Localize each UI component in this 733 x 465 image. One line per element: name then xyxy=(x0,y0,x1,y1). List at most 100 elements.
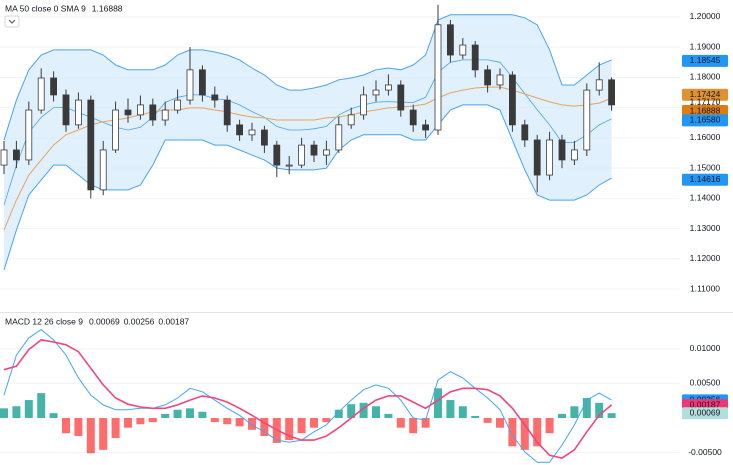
candle-body xyxy=(409,109,417,126)
candle-body xyxy=(273,144,281,166)
legend-value: 1.16888 xyxy=(92,3,123,13)
legend-title: MACD 12 26 close 9 xyxy=(5,316,83,326)
y-tick-label: 1.11000 xyxy=(690,283,720,293)
candle-body xyxy=(459,44,467,56)
candle-body xyxy=(322,149,330,156)
candle-body xyxy=(558,139,566,161)
candle-body xyxy=(99,149,107,191)
histogram-bar xyxy=(210,418,219,423)
candle-body xyxy=(136,104,144,116)
candle-body xyxy=(446,24,454,56)
histogram-bar xyxy=(111,418,120,439)
histogram-bar xyxy=(0,408,8,419)
candle-body xyxy=(211,94,219,101)
histogram-bar xyxy=(310,418,318,428)
y-tick-label: 1.18000 xyxy=(690,72,721,82)
price-label: 0.00069 xyxy=(690,408,721,418)
histogram-bar xyxy=(347,404,356,419)
price-label-box xyxy=(682,173,728,186)
histogram-bar xyxy=(136,418,145,425)
y-tick-label: 1.16000 xyxy=(690,132,721,142)
histogram-bar xyxy=(421,418,430,428)
histogram-bar xyxy=(570,406,579,419)
y-tick-label: 1.19000 xyxy=(690,41,721,51)
candle-body xyxy=(112,109,119,151)
y-tick-label: 0.01000 xyxy=(690,343,721,353)
histogram-bar xyxy=(508,418,517,447)
candle-body xyxy=(186,69,194,101)
candle-body xyxy=(236,124,244,136)
histogram-bar xyxy=(37,393,46,419)
price-label: 0.00187 xyxy=(690,399,721,409)
candle-body xyxy=(12,149,20,161)
candle-body xyxy=(87,99,95,191)
histogram-bar xyxy=(483,418,492,423)
histogram-bar xyxy=(248,418,256,430)
candle-body xyxy=(397,84,405,111)
candle-body xyxy=(422,124,430,131)
histogram-bar xyxy=(384,413,393,419)
price-label: 1.17424 xyxy=(690,89,721,99)
histogram-bar xyxy=(434,388,442,419)
band-fill xyxy=(4,14,612,270)
price-label-box xyxy=(682,54,728,67)
candle-body xyxy=(174,99,182,111)
y-tick-label: 1.14000 xyxy=(690,193,721,203)
price-label: 1.18545 xyxy=(690,55,721,65)
candle-body xyxy=(546,139,553,176)
candle-body xyxy=(533,139,541,176)
candle-body xyxy=(149,104,157,121)
histogram-bar xyxy=(148,418,157,423)
histogram-bar xyxy=(359,402,368,419)
collapse-icon xyxy=(8,19,16,24)
y-tick-label: -0.00500 xyxy=(688,447,722,457)
candle-body xyxy=(62,94,70,126)
y-tick-label: 0.00500 xyxy=(690,378,721,388)
histogram-bar xyxy=(285,418,294,441)
price-label: 1.14616 xyxy=(690,174,721,184)
candle-body xyxy=(310,144,318,156)
histogram-bar xyxy=(471,415,480,419)
price-label-box xyxy=(682,407,728,420)
collapse-button[interactable] xyxy=(4,15,20,28)
candle-body xyxy=(0,149,8,166)
y-tick-label: 1.15000 xyxy=(690,162,721,172)
y-tick-label: 1.20000 xyxy=(690,11,721,21)
candle-body xyxy=(583,89,591,151)
candle-body xyxy=(484,69,492,86)
histogram-bar xyxy=(49,413,58,419)
y-tick-label: 1.13000 xyxy=(690,223,721,233)
histogram-bar xyxy=(334,409,343,419)
candle-body xyxy=(248,129,256,136)
histogram-bar xyxy=(409,418,418,434)
histogram-bar xyxy=(607,413,616,419)
candle-body xyxy=(571,149,578,161)
histogram-bar xyxy=(446,400,455,419)
price-label: 1.16888 xyxy=(690,105,721,115)
histogram-bar xyxy=(198,411,207,419)
legend-value: 0.00069 xyxy=(89,316,120,326)
histogram-bar xyxy=(223,418,232,425)
legend-value: 0.00187 xyxy=(158,316,189,326)
candle-body xyxy=(25,109,33,161)
candle-body xyxy=(608,79,615,106)
histogram-bar xyxy=(173,409,182,419)
candle-body xyxy=(595,79,603,91)
histogram-bar xyxy=(99,418,108,450)
histogram-bar xyxy=(86,418,95,454)
candle-body xyxy=(335,124,343,151)
candle-body xyxy=(471,44,479,71)
candle-body xyxy=(360,94,368,116)
price-label-box xyxy=(682,105,728,118)
candle-body xyxy=(521,124,529,141)
candle-body xyxy=(434,24,442,131)
price-label: 1.16580 xyxy=(690,115,721,125)
histogram-bar xyxy=(124,418,132,428)
histogram-bar xyxy=(558,413,566,419)
candle-body xyxy=(260,129,268,146)
band-line xyxy=(3,14,612,141)
histogram-bar xyxy=(235,418,244,427)
candle-body xyxy=(50,77,57,96)
legend-value: 0.00256 xyxy=(124,316,155,326)
